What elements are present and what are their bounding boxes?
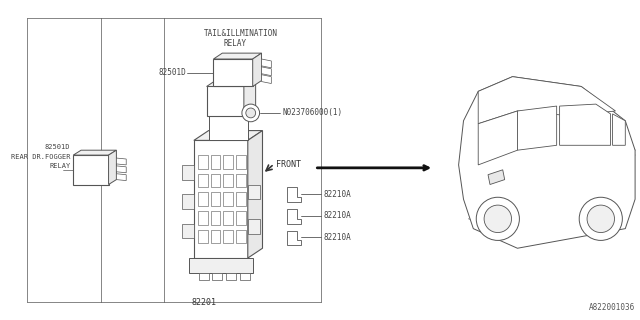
Text: RELAY: RELAY (223, 39, 246, 48)
Polygon shape (236, 155, 246, 169)
Text: 82501D: 82501D (158, 68, 186, 77)
Polygon shape (226, 273, 236, 280)
Polygon shape (198, 155, 207, 169)
Polygon shape (287, 209, 301, 224)
Polygon shape (236, 174, 246, 188)
Text: 82210A: 82210A (323, 190, 351, 199)
Polygon shape (223, 211, 233, 225)
Text: 82210A: 82210A (323, 233, 351, 242)
Polygon shape (209, 101, 248, 140)
Polygon shape (214, 59, 253, 86)
Polygon shape (182, 194, 194, 209)
Polygon shape (211, 155, 220, 169)
Polygon shape (116, 166, 126, 173)
Polygon shape (223, 155, 233, 169)
Circle shape (242, 104, 260, 122)
Polygon shape (198, 174, 207, 188)
Polygon shape (488, 170, 505, 185)
Polygon shape (223, 230, 233, 243)
Text: A822001036: A822001036 (589, 303, 635, 312)
Polygon shape (194, 131, 262, 140)
Polygon shape (194, 140, 248, 258)
Polygon shape (459, 77, 635, 248)
Text: 82501D: 82501D (45, 144, 70, 150)
Polygon shape (478, 111, 517, 165)
Polygon shape (212, 273, 222, 280)
Polygon shape (211, 211, 220, 225)
Polygon shape (189, 258, 253, 273)
Polygon shape (253, 53, 262, 86)
Polygon shape (223, 192, 233, 206)
Polygon shape (240, 273, 250, 280)
Polygon shape (207, 79, 255, 86)
Circle shape (476, 197, 520, 240)
Polygon shape (236, 192, 246, 206)
Polygon shape (116, 158, 126, 165)
Polygon shape (198, 211, 207, 225)
Polygon shape (207, 86, 244, 116)
Polygon shape (198, 230, 207, 243)
Polygon shape (211, 174, 220, 188)
Polygon shape (262, 67, 271, 76)
Polygon shape (236, 211, 246, 225)
Text: RELAY: RELAY (49, 163, 70, 169)
Polygon shape (73, 155, 109, 185)
Circle shape (484, 205, 511, 233)
Polygon shape (109, 150, 116, 185)
Circle shape (579, 197, 622, 240)
Polygon shape (248, 131, 262, 258)
Text: 82210A: 82210A (323, 212, 351, 220)
Polygon shape (262, 59, 271, 68)
Text: N023706000(1): N023706000(1) (282, 108, 342, 117)
Text: FRONT: FRONT (276, 160, 301, 169)
Polygon shape (287, 231, 301, 245)
Polygon shape (478, 77, 616, 124)
Polygon shape (612, 114, 625, 145)
Circle shape (246, 108, 255, 118)
Polygon shape (116, 174, 126, 180)
Polygon shape (223, 174, 233, 188)
Polygon shape (559, 104, 611, 145)
Polygon shape (244, 79, 255, 116)
Polygon shape (73, 150, 116, 155)
Polygon shape (287, 188, 301, 202)
Polygon shape (236, 230, 246, 243)
Polygon shape (211, 192, 220, 206)
Polygon shape (248, 185, 260, 199)
Text: REAR DR.FOGGER: REAR DR.FOGGER (11, 154, 70, 160)
Polygon shape (517, 106, 557, 150)
Polygon shape (211, 230, 220, 243)
Text: TAIL&ILLMINATION: TAIL&ILLMINATION (204, 29, 278, 38)
Polygon shape (182, 224, 194, 238)
Polygon shape (262, 75, 271, 84)
Polygon shape (198, 192, 207, 206)
Text: 82201: 82201 (191, 298, 216, 307)
Polygon shape (248, 219, 260, 234)
Polygon shape (182, 165, 194, 180)
Polygon shape (199, 273, 209, 280)
Polygon shape (214, 53, 262, 59)
Circle shape (587, 205, 614, 233)
